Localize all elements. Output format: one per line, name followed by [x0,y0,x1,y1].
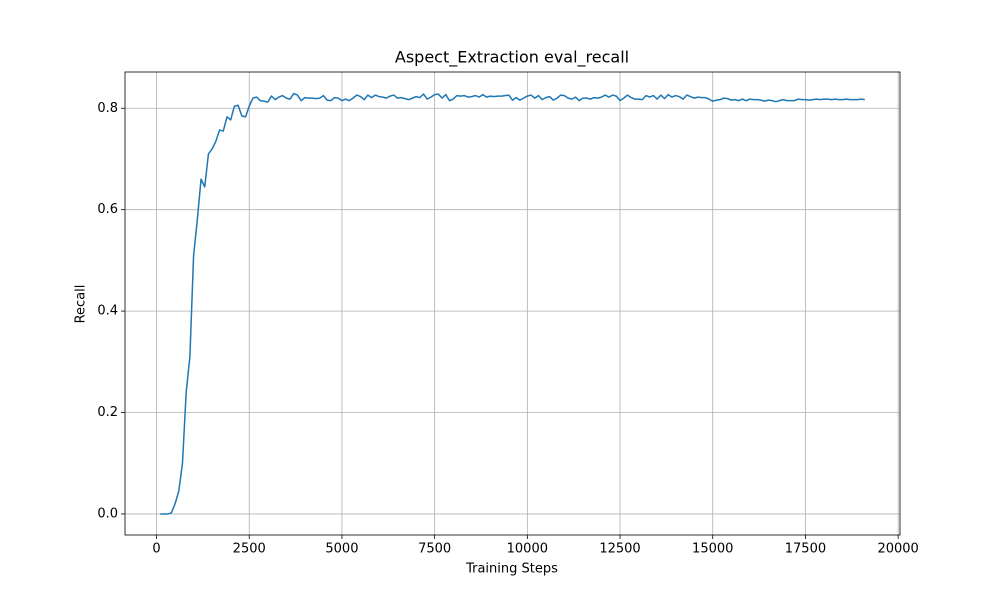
y-tick-label: 0.2 [97,405,118,420]
x-axis-label: Training Steps [465,562,558,577]
x-tick-label: 5000 [325,542,358,557]
x-tick-label: 7500 [418,542,451,557]
x-tick-label: 15000 [692,542,733,557]
x-tick-label: 2500 [233,542,266,557]
x-tick-label: 10000 [507,542,548,557]
y-tick-label: 0.4 [97,304,118,319]
x-tick-label: 0 [152,542,160,557]
y-tick-label: 0.0 [97,506,118,521]
line-series [160,92,865,515]
x-tick-label: 12500 [599,542,640,557]
x-tick-label: 17500 [785,542,826,557]
x-tick-label: 20000 [877,542,918,557]
y-tick-label: 0.8 [97,101,118,116]
y-tick-label: 0.6 [97,202,118,217]
y-axis-label: Recall [74,285,89,324]
chart-title: Aspect_Extraction eval_recall [395,48,629,68]
axes-frame [124,71,901,536]
